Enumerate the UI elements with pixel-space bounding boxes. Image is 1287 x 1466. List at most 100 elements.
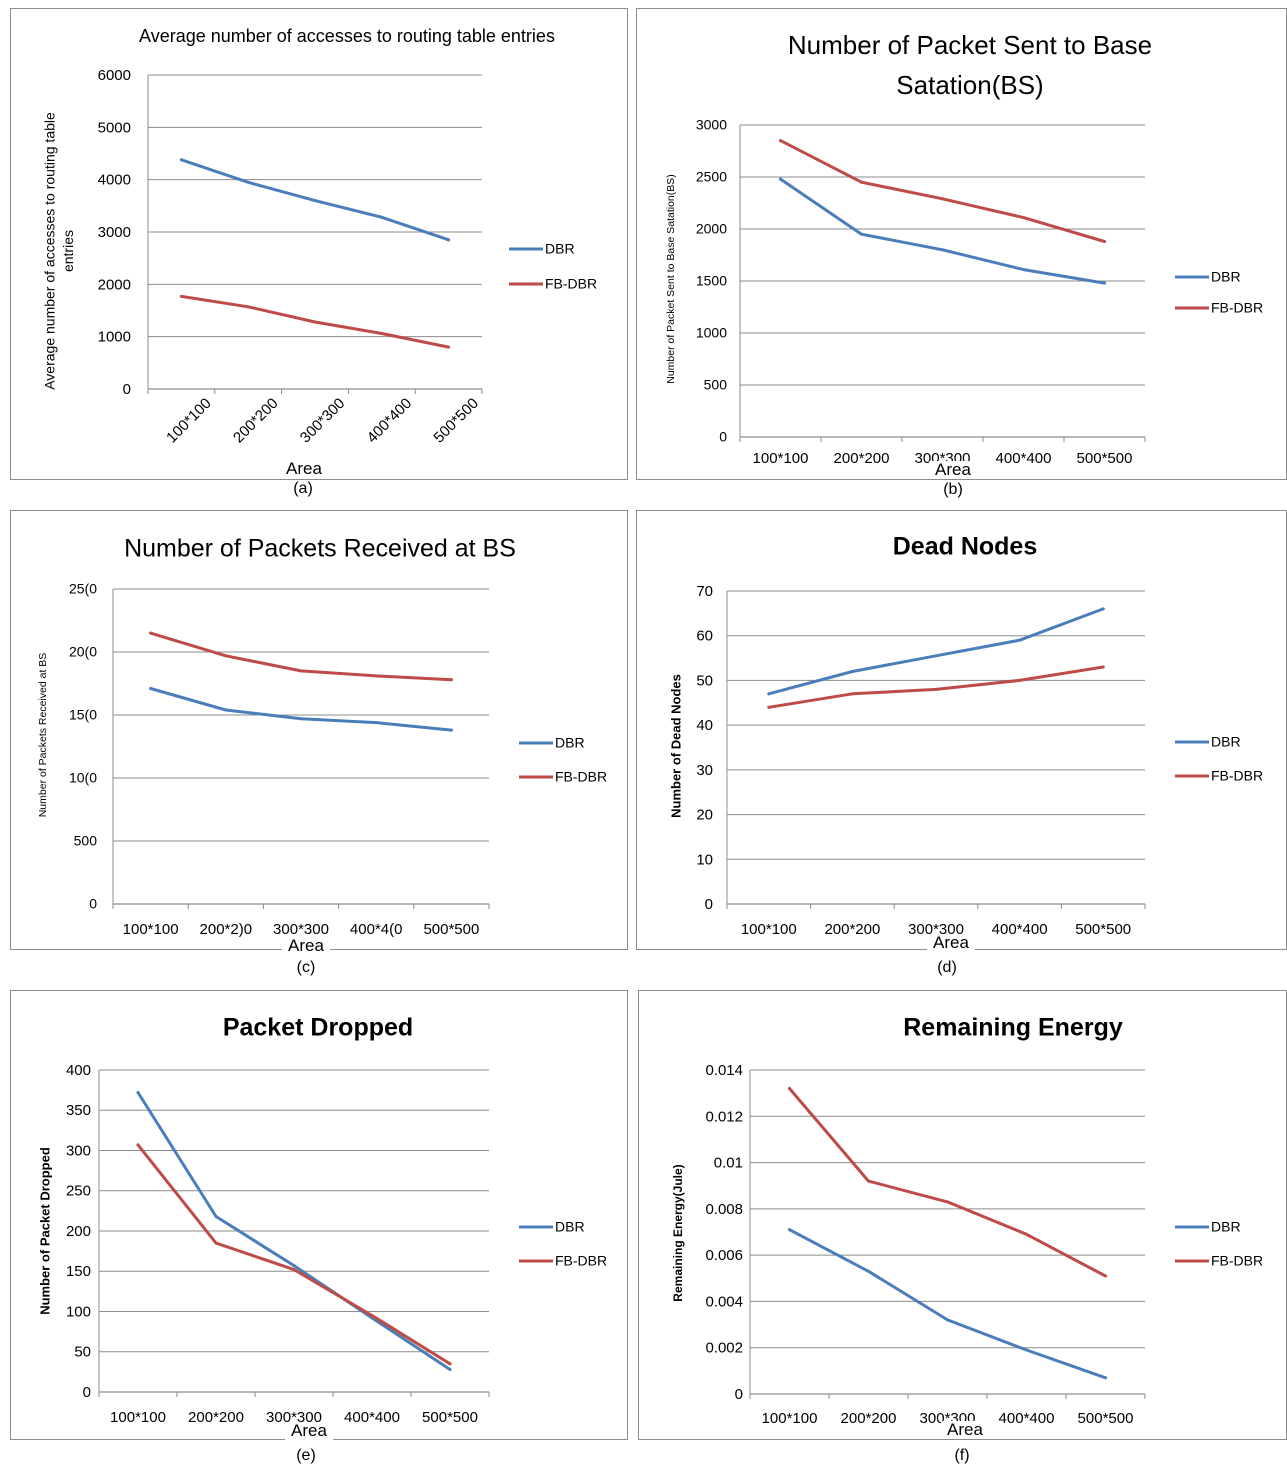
data-point-fb-dbr — [136, 1143, 140, 1147]
data-point-fb-dbr — [449, 678, 453, 682]
y-axis-label: Number of Packets Received at BS — [37, 653, 49, 818]
y-tick-label: 3000 — [98, 224, 131, 241]
chart-title: Dead Nodes — [893, 533, 1037, 561]
legend-label: FB-DBR — [1211, 300, 1263, 316]
x-tick-label: 400*400 — [999, 1410, 1055, 1427]
data-point-fb-dbr — [941, 197, 944, 201]
y-tick-label: 1500 — [696, 273, 727, 289]
data-point-fb-dbr — [1025, 1232, 1028, 1236]
data-point-dbr — [246, 180, 250, 184]
y-tick-label: 0.01 — [714, 1155, 743, 1172]
series-line-fb-dbr — [149, 631, 453, 682]
y-tick-label: 0 — [123, 381, 131, 398]
y-tick-label: 300 — [66, 1142, 91, 1159]
y-tick-label: 20 — [696, 807, 713, 824]
chart-panel-d: Dead Nodes 0 10 20 30 40 50 60 70 100*100 200*200 3… — [636, 510, 1287, 950]
data-point-fb-dbr — [867, 1179, 870, 1183]
data-point-dbr — [941, 248, 944, 252]
data-point-dbr — [214, 1215, 218, 1219]
data-point-dbr — [867, 1269, 870, 1273]
data-point-fb-dbr — [934, 687, 938, 691]
x-tick-label: 500*500 — [1077, 450, 1133, 467]
y-tick-label: 0.012 — [705, 1108, 743, 1125]
x-tick-label: 400*400 — [996, 450, 1052, 467]
y-axis-label: Average number of accesses to routing ta… — [42, 112, 58, 390]
data-point-fb-dbr — [946, 1200, 949, 1204]
y-axis-label: entries — [60, 230, 76, 272]
data-point-dbr — [313, 199, 317, 203]
data-point-dbr — [299, 717, 303, 721]
legend-label: FB-DBR — [555, 769, 607, 785]
x-tick-label: 300*300 — [908, 921, 964, 938]
legend-label: FB-DBR — [545, 276, 597, 292]
chart-title: Remaining Energy — [903, 1014, 1123, 1042]
data-point-dbr — [380, 215, 384, 219]
chart-title: Satation(BS) — [896, 70, 1043, 100]
figure-caption: (c) — [296, 959, 316, 976]
y-tick-label: 0.008 — [705, 1201, 743, 1218]
x-tick-label: 400*400 — [344, 1409, 400, 1426]
y-tick-label: 1000 — [98, 329, 131, 346]
chart-svg-f: Remaining Energy 0 0.002 0.004 0.006 0.008 0.0… — [671, 1014, 1263, 1427]
chart-title: Number of Packets Received at BS — [124, 535, 516, 563]
x-tick-label: 300*300 — [297, 395, 349, 447]
y-tick-label: 10 — [696, 851, 713, 868]
x-axis-title: Area — [927, 934, 975, 952]
y-tick-label: 400 — [66, 1062, 91, 1079]
y-axis-label: Number of Packet Dropped — [37, 1147, 52, 1315]
y-tick-label: 0 — [735, 1386, 743, 1403]
y-tick-label: 20(0 — [69, 644, 97, 660]
chart-svg-c: Number of Packets Received at BS 0 500 10(0… — [37, 535, 607, 938]
data-point-fb-dbr — [370, 1314, 374, 1318]
series-line-fb-dbr — [767, 665, 1105, 709]
y-tick-label: 10(0 — [69, 770, 97, 786]
data-point-fb-dbr — [1022, 216, 1025, 220]
legend-label: FB-DBR — [1211, 1253, 1263, 1269]
y-tick-label: 0 — [719, 429, 727, 445]
x-tick-label: 500*500 — [1078, 1410, 1134, 1427]
chart-panel-f: Remaining Energy 0 0.002 0.004 0.006 0.008 0.0… — [638, 990, 1287, 1440]
x-tick-label: 100*100 — [741, 921, 797, 938]
y-tick-label: 350 — [66, 1102, 91, 1119]
y-tick-label: 2000 — [696, 221, 727, 237]
data-point-fb-dbr — [214, 1241, 218, 1245]
data-point-dbr — [1025, 1348, 1028, 1352]
legend-label: DBR — [1211, 1219, 1241, 1235]
x-axis-title: Area — [941, 1421, 989, 1439]
data-point-dbr — [850, 669, 854, 673]
y-tick-label: 1000 — [696, 325, 727, 341]
y-tick-label: 0.014 — [705, 1062, 743, 1079]
chart-svg-d: Dead Nodes 0 10 20 30 40 50 60 70 100*100 200*200 3… — [668, 533, 1263, 938]
data-point-fb-dbr — [1101, 665, 1105, 669]
data-point-dbr — [1018, 638, 1022, 642]
x-tick-label: 500*500 — [422, 1409, 478, 1426]
y-tick-label: 500 — [704, 377, 728, 393]
y-tick-label: 0.002 — [705, 1340, 743, 1357]
y-tick-label: 25(0 — [69, 581, 97, 597]
x-tick-label: 200*200 — [824, 921, 880, 938]
y-tick-label: 40 — [696, 717, 713, 734]
chart-svg-a: Average number of accesses to routing ta… — [42, 26, 597, 447]
y-tick-label: 50 — [74, 1344, 91, 1361]
figure-caption: (a) — [293, 480, 313, 497]
y-tick-label: 6000 — [98, 67, 131, 84]
x-tick-label: 300*300 — [266, 1409, 322, 1426]
data-point-dbr — [1101, 607, 1105, 611]
x-tick-label: 100*100 — [762, 1410, 818, 1427]
data-point-dbr — [860, 232, 863, 236]
legend-label: DBR — [545, 241, 575, 257]
x-axis-title: Area — [929, 461, 977, 479]
data-point-fb-dbr — [767, 705, 771, 709]
data-point-fb-dbr — [1103, 239, 1106, 243]
figure-caption: (f) — [954, 1447, 970, 1464]
data-point-fb-dbr — [860, 180, 863, 184]
x-axis-title: Area — [280, 460, 328, 478]
x-tick-label: 400*400 — [364, 395, 416, 447]
data-point-dbr — [224, 708, 228, 712]
y-tick-label: 3000 — [696, 117, 727, 133]
data-point-dbr — [767, 692, 771, 696]
data-point-dbr — [449, 728, 453, 732]
y-tick-label: 0 — [83, 1384, 91, 1401]
data-point-fb-dbr — [779, 139, 782, 143]
data-point-fb-dbr — [448, 1362, 452, 1366]
